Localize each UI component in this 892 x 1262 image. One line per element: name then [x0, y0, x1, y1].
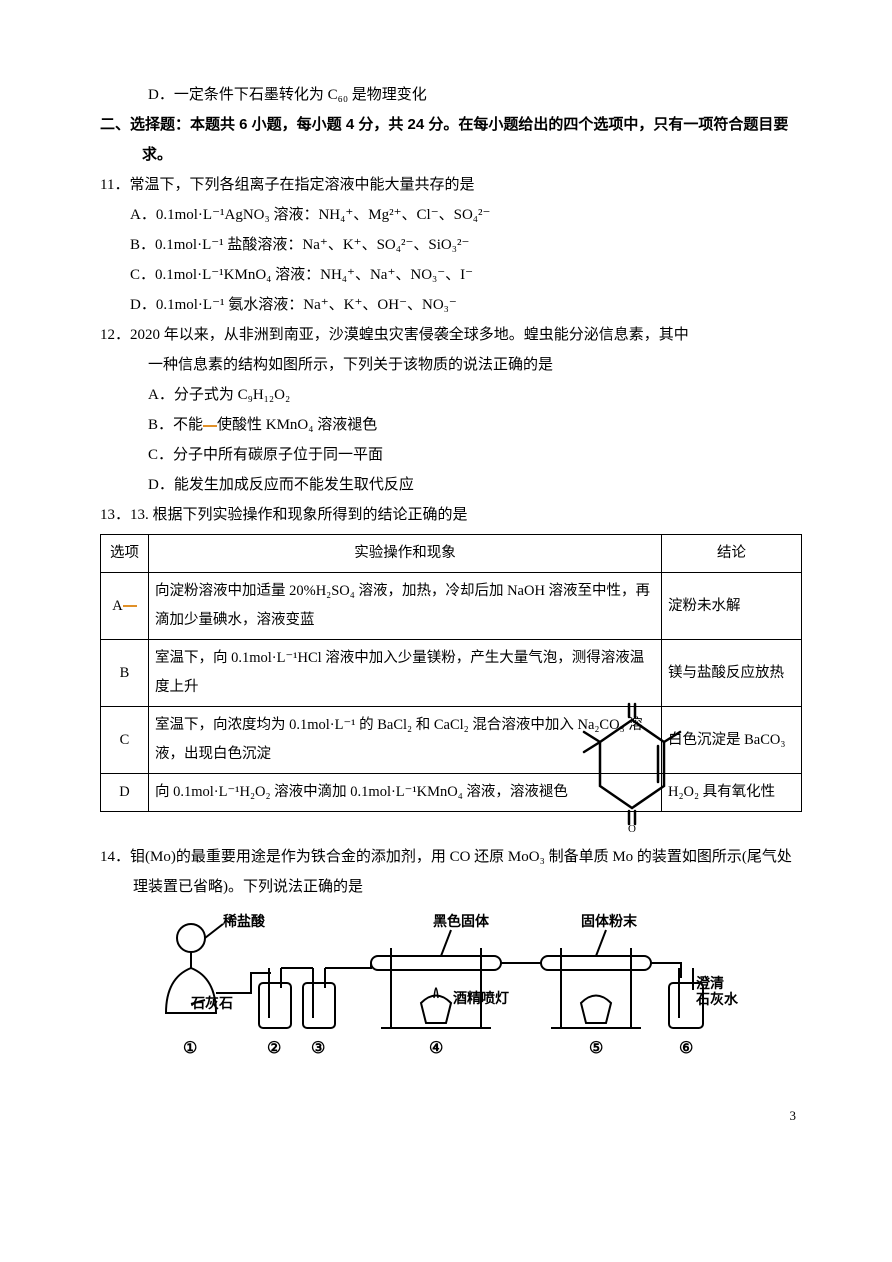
q12-b-pre: B．不能 — [148, 417, 203, 433]
apparatus-num-6: ⑥ — [679, 1040, 693, 1057]
hdr-conclusion: 结论 — [662, 535, 802, 573]
label-black-solid: 黑色固体 — [433, 913, 490, 929]
apparatus-diagram-icon: 稀盐酸 石灰石 黑色固体 固体粉末 酒精喷灯 澄清 石灰水 — [141, 908, 761, 1078]
q11-option-c: C．0.1mol·L⁻¹KMnO₄ 溶液：NH₄⁺、Na⁺、NO₃⁻、I⁻ — [100, 260, 802, 290]
molecule-structure-icon: O O — [572, 702, 692, 832]
table-row: C 室温下，向浓度均为 0.1mol·L⁻¹ 的 BaCl₂ 和 CaCl₂ 混… — [101, 707, 802, 774]
row-b-con: 镁与盐酸反应放热 — [662, 640, 802, 707]
row-b-label: B — [101, 640, 149, 707]
orange-underline-icon — [203, 425, 217, 427]
table-row: B 室温下，向 0.1mol·L⁻¹HCl 溶液中加入少量镁粉，产生大量气泡，测… — [101, 640, 802, 707]
q13-stem: 13．13. 根据下列实验操作和现象所得到的结论正确的是 — [100, 500, 802, 530]
q12-block: 12．2020 年以来，从非洲到南亚，沙漠蝗虫灾害侵袭全球多地。蝗虫能分泌信息素… — [100, 320, 802, 500]
hdr-option: 选项 — [101, 535, 149, 573]
q10-option-d: D．一定条件下石墨转化为 C₆₀ 是物理变化 — [100, 80, 802, 110]
label-dilute-hcl: 稀盐酸 — [223, 913, 266, 929]
svg-text:O: O — [628, 702, 636, 705]
page-number: 3 — [100, 1103, 802, 1129]
orange-underline-icon — [123, 605, 137, 607]
row-d-label: D — [101, 774, 149, 812]
table-row: D 向 0.1mol·L⁻¹H₂O₂ 溶液中滴加 0.1mol·L⁻¹KMnO₄… — [101, 774, 802, 812]
table-row: A 向淀粉溶液中加适量 20%H₂SO₄ 溶液，加热，冷却后加 NaOH 溶液至… — [101, 573, 802, 640]
apparatus-num-5: ⑤ — [589, 1040, 603, 1057]
q14-stem: 14．钼(Mo)的最重要用途是作为铁合金的添加剂，用 CO 还原 MoO₃ 制备… — [100, 842, 802, 902]
apparatus-num-3: ③ — [311, 1040, 325, 1057]
q11-option-b: B．0.1mol·L⁻¹ 盐酸溶液：Na⁺、K⁺、SO₄²⁻、SiO₃²⁻ — [100, 230, 802, 260]
q12-stem-line2: 一种信息素的结构如图所示，下列关于该物质的说法正确的是 — [100, 350, 802, 380]
q12-b-post: 使酸性 KMnO₄ 溶液褪色 — [217, 417, 377, 433]
label-powder: 固体粉末 — [581, 913, 638, 929]
q12-option-b: B．不能使酸性 KMnO₄ 溶液褪色 — [100, 410, 802, 440]
label-limewater2: 石灰水 — [695, 991, 739, 1007]
q12-option-d: D．能发生加成反应而不能发生取代反应 — [100, 470, 802, 500]
q11-option-a: A．0.1mol·L⁻¹AgNO₃ 溶液：NH₄⁺、Mg²⁺、Cl⁻、SO₄²⁻ — [100, 200, 802, 230]
section2-heading: 二、选择题：本题共 6 小题，每小题 4 分，共 24 分。在每小题给出的四个选… — [100, 110, 802, 170]
q12-option-a: A．分子式为 C₉H₁₂O₂ — [100, 380, 802, 410]
q13-table: 选项 实验操作和现象 结论 A 向淀粉溶液中加适量 20%H₂SO₄ 溶液，加热… — [100, 534, 802, 812]
q11-option-d: D．0.1mol·L⁻¹ 氨水溶液：Na⁺、K⁺、OH⁻、NO₃⁻ — [100, 290, 802, 320]
table-header-row: 选项 实验操作和现象 结论 — [101, 535, 802, 573]
svg-text:O: O — [628, 823, 636, 832]
apparatus-num-4: ④ — [429, 1040, 443, 1057]
apparatus-num-2: ② — [267, 1040, 281, 1057]
row-a-op: 向淀粉溶液中加适量 20%H₂SO₄ 溶液，加热，冷却后加 NaOH 溶液至中性… — [149, 573, 662, 640]
row-b-op: 室温下，向 0.1mol·L⁻¹HCl 溶液中加入少量镁粉，产生大量气泡，测得溶… — [149, 640, 662, 707]
q11-stem: 11．常温下，下列各组离子在指定溶液中能大量共存的是 — [100, 170, 802, 200]
row-a-con: 淀粉未水解 — [662, 573, 802, 640]
q12-stem-line1: 12．2020 年以来，从非洲到南亚，沙漠蝗虫灾害侵袭全球多地。蝗虫能分泌信息素… — [100, 320, 802, 350]
row-a-label: A — [101, 573, 149, 640]
q12-option-c: C．分子中所有碳原子位于同一平面 — [100, 440, 802, 470]
hdr-operation: 实验操作和现象 — [149, 535, 662, 573]
row-c-label: C — [101, 707, 149, 774]
apparatus-num-1: ① — [183, 1040, 197, 1057]
